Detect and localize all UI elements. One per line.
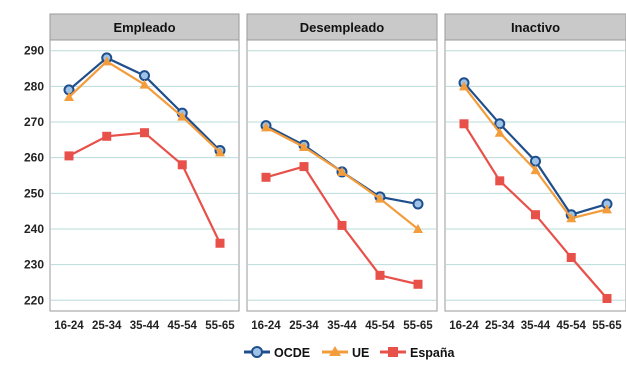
legend-label: España (410, 346, 456, 360)
y-tick-label: 250 (24, 186, 44, 200)
y-tick-label: 260 (24, 151, 44, 165)
legend-marker (329, 346, 341, 356)
x-tick-label: 35-44 (130, 320, 160, 332)
x-tick-label: 35-44 (327, 320, 357, 332)
x-tick-label: 45-54 (365, 320, 395, 332)
legend-marker (388, 347, 398, 357)
data-point (337, 166, 347, 176)
x-tick-label: 16-24 (251, 320, 281, 332)
data-point (375, 270, 385, 280)
data-point (566, 253, 576, 263)
panel-title: Desempleado (300, 20, 385, 35)
x-tick-label: 55-65 (592, 320, 622, 332)
data-point (495, 176, 505, 186)
legend-label: OCDE (274, 346, 310, 360)
data-point (64, 92, 74, 102)
data-point (299, 141, 309, 151)
panel-title: Empleado (113, 20, 175, 35)
data-point (531, 210, 540, 220)
data-point (530, 165, 541, 175)
panel-header (444, 13, 626, 41)
legend-label: UE (352, 346, 369, 360)
data-point (375, 193, 385, 203)
y-tick-label: 230 (24, 258, 44, 272)
data-point (412, 198, 424, 210)
data-point (215, 238, 225, 248)
y-tick-label: 290 (24, 44, 44, 58)
data-point (139, 70, 150, 82)
y-tick-label: 280 (24, 79, 44, 93)
data-point (337, 220, 347, 230)
data-point (102, 131, 112, 141)
x-tick-label: 25-34 (92, 320, 122, 332)
data-point (459, 119, 469, 129)
data-point (459, 81, 469, 91)
x-tick-label: 25-34 (289, 320, 319, 332)
data-point (177, 111, 188, 121)
x-tick-label: 16-24 (54, 320, 84, 332)
data-point (139, 79, 150, 89)
x-tick-label: 55-65 (205, 320, 235, 332)
data-point (602, 294, 612, 304)
data-point (215, 147, 225, 157)
data-point (494, 127, 505, 137)
data-point (299, 162, 309, 172)
legend-marker (251, 346, 263, 358)
y-tick-label: 220 (24, 293, 44, 307)
x-tick-label: 16-24 (449, 320, 479, 332)
data-point (261, 172, 271, 182)
panel-title: Inactivo (511, 20, 560, 35)
x-tick-label: 45-54 (557, 320, 587, 332)
data-point (413, 279, 423, 289)
data-point (140, 128, 149, 138)
x-tick-label: 55-65 (403, 320, 433, 332)
x-tick-label: 45-54 (168, 320, 198, 332)
data-point (261, 122, 271, 132)
x-tick-label: 35-44 (521, 320, 551, 332)
panel-header (49, 13, 240, 41)
x-tick-label: 25-34 (485, 320, 515, 332)
y-tick-label: 240 (24, 222, 44, 236)
data-point (566, 213, 577, 223)
data-point (602, 204, 612, 214)
data-point (413, 223, 423, 233)
data-point (530, 155, 541, 167)
panel-plot-area (444, 39, 626, 312)
data-point (177, 160, 187, 170)
data-point (64, 151, 74, 161)
y-tick-label: 270 (24, 115, 44, 129)
data-point (101, 56, 112, 66)
